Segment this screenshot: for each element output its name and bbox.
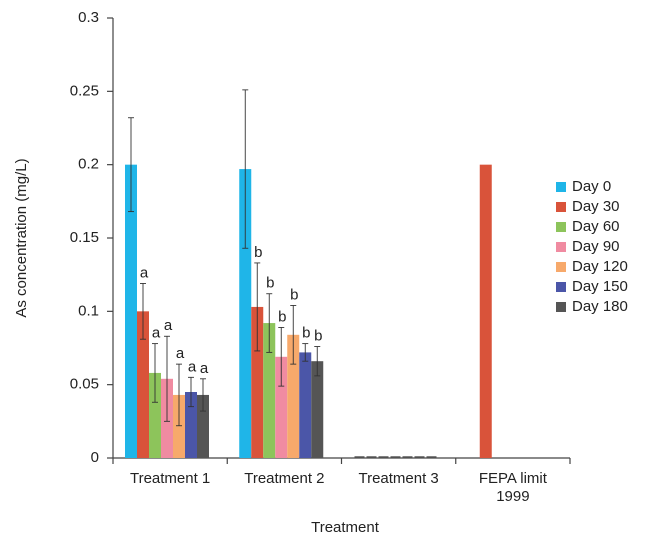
legend-label: Day 180 xyxy=(572,298,628,315)
bar xyxy=(239,169,252,459)
y-tick-label: 0 xyxy=(91,449,99,466)
significance-letter: a xyxy=(152,325,161,342)
significance-letter: b xyxy=(302,325,310,342)
x-tick-label-box: Treatment 3 xyxy=(358,470,439,487)
legend-swatch xyxy=(556,202,566,212)
significance-letter: a xyxy=(200,360,209,377)
y-tick-label: 0.3 xyxy=(78,9,99,26)
bar xyxy=(125,164,137,458)
error-bar xyxy=(128,117,134,213)
significance-letter: b xyxy=(266,275,274,292)
error-bar xyxy=(314,346,321,377)
error-bar xyxy=(254,262,261,352)
significance-letter: b xyxy=(290,286,298,303)
y-tick-label: 0.15 xyxy=(70,229,99,246)
bar xyxy=(311,361,324,458)
y-tick-label: 0.2 xyxy=(78,156,99,173)
error-bar xyxy=(242,89,249,249)
x-tick-label: Treatment 2 xyxy=(244,470,325,487)
error-bar xyxy=(140,283,146,340)
legend-swatch xyxy=(556,242,566,252)
legend-label: Day 90 xyxy=(572,238,620,255)
bar xyxy=(185,392,197,458)
significance-letter: b xyxy=(314,328,322,345)
legend-label: Day 30 xyxy=(572,198,620,215)
legend-swatch xyxy=(556,262,566,272)
bar xyxy=(275,356,288,458)
significance-letter: a xyxy=(176,345,185,362)
legend-swatch xyxy=(556,182,566,192)
error-bar xyxy=(302,343,309,362)
x-tick-label-box: Treatment 1 xyxy=(129,470,211,487)
error-bar xyxy=(188,376,194,408)
legend-label: Day 150 xyxy=(572,278,628,295)
legend-label: Day 60 xyxy=(572,218,620,235)
y-tick-label: 0.1 xyxy=(78,302,99,319)
x-tick-label: FEPA limit 1999 xyxy=(478,470,547,505)
error-bar xyxy=(290,305,297,365)
bar xyxy=(251,306,264,458)
x-tick-label-box: FEPA limit 1999 xyxy=(478,470,547,505)
x-tick-label: Treatment 1 xyxy=(129,470,211,487)
legend-label: Day 120 xyxy=(572,258,628,275)
bar xyxy=(137,311,149,458)
bar xyxy=(173,394,185,458)
significance-letter: a xyxy=(140,264,149,281)
significance-letter: a xyxy=(164,317,173,334)
error-bar xyxy=(176,363,182,427)
error-bar xyxy=(152,343,158,403)
bar xyxy=(287,334,300,458)
bar xyxy=(149,372,161,458)
significance-letter: a xyxy=(188,358,197,375)
error-bar xyxy=(164,335,170,422)
x-tick-label: Treatment 3 xyxy=(358,470,439,487)
y-tick-label: 0.25 xyxy=(70,82,99,99)
bar xyxy=(299,352,312,458)
legend-swatch xyxy=(556,302,566,312)
bar xyxy=(479,164,492,458)
legend-label: Day 0 xyxy=(572,178,611,195)
significance-letter: b xyxy=(254,244,262,261)
significance-letter: b xyxy=(278,308,286,325)
y-axis-label: As concentration (mg/L) xyxy=(13,158,30,317)
error-bar xyxy=(200,378,206,412)
error-bar xyxy=(266,293,273,353)
y-tick-label: 0.05 xyxy=(70,376,99,393)
x-tick-label-box: Treatment 2 xyxy=(244,470,325,487)
bar xyxy=(263,323,276,458)
error-bar xyxy=(278,327,285,387)
x-axis-label: Treatment xyxy=(311,519,380,536)
legend-swatch xyxy=(556,222,566,232)
legend-swatch xyxy=(556,282,566,292)
